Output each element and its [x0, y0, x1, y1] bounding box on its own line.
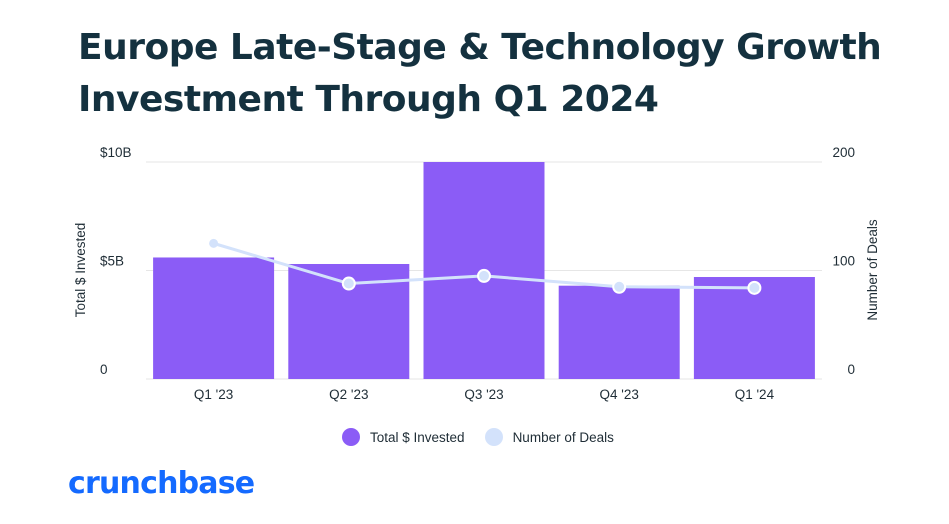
y-axis-title: Total $ Invested	[73, 223, 88, 318]
x-tick-label: Q1 '24	[735, 387, 775, 402]
x-tick-label: Q3 '23	[464, 387, 503, 402]
y2-axis-title: Number of Deals	[865, 219, 880, 321]
y-tick-label: $5B	[100, 254, 124, 269]
legend-swatch-invested	[342, 428, 360, 446]
legend-swatch-deals	[484, 428, 503, 446]
x-tick-label: Q1 '23	[194, 387, 233, 402]
deals-point	[612, 279, 627, 294]
x-tick-label: Q2 '23	[329, 387, 368, 402]
y2-tick-label: 100	[832, 254, 855, 269]
deals-point	[747, 280, 762, 295]
chart-title: Europe Late-Stage & Technology Growth In…	[78, 22, 938, 126]
line-series	[209, 238, 762, 295]
x-tick-label: Q4 '23	[600, 387, 639, 402]
legend-item-invested: Total $ Invested	[342, 428, 465, 446]
deals-point	[341, 276, 356, 291]
legend: Total $ Invested Number of Deals	[342, 428, 634, 446]
bar	[153, 257, 275, 379]
y2-tick-label: 200	[832, 145, 855, 160]
y2-tick-label: 0	[847, 362, 855, 377]
deals-point	[209, 238, 219, 248]
title-line-2: Investment Through Q1 2024	[78, 79, 659, 120]
crunchbase-logo: crunchbase	[68, 466, 255, 501]
y-tick-label: $10B	[100, 145, 132, 160]
bar	[558, 285, 680, 379]
axes: 0 $5B $10B 0 100 200 Total $ Invested Number of…	[73, 145, 880, 402]
legend-label-deals: Number of Deals	[512, 429, 614, 445]
title-line-1: Europe Late-Stage & Technology Growth	[78, 27, 882, 68]
legend-label-invested: Total $ Invested	[370, 429, 465, 445]
deals-point	[477, 268, 491, 283]
y-tick-label: 0	[100, 362, 108, 377]
legend-item-deals: Number of Deals	[484, 428, 614, 446]
